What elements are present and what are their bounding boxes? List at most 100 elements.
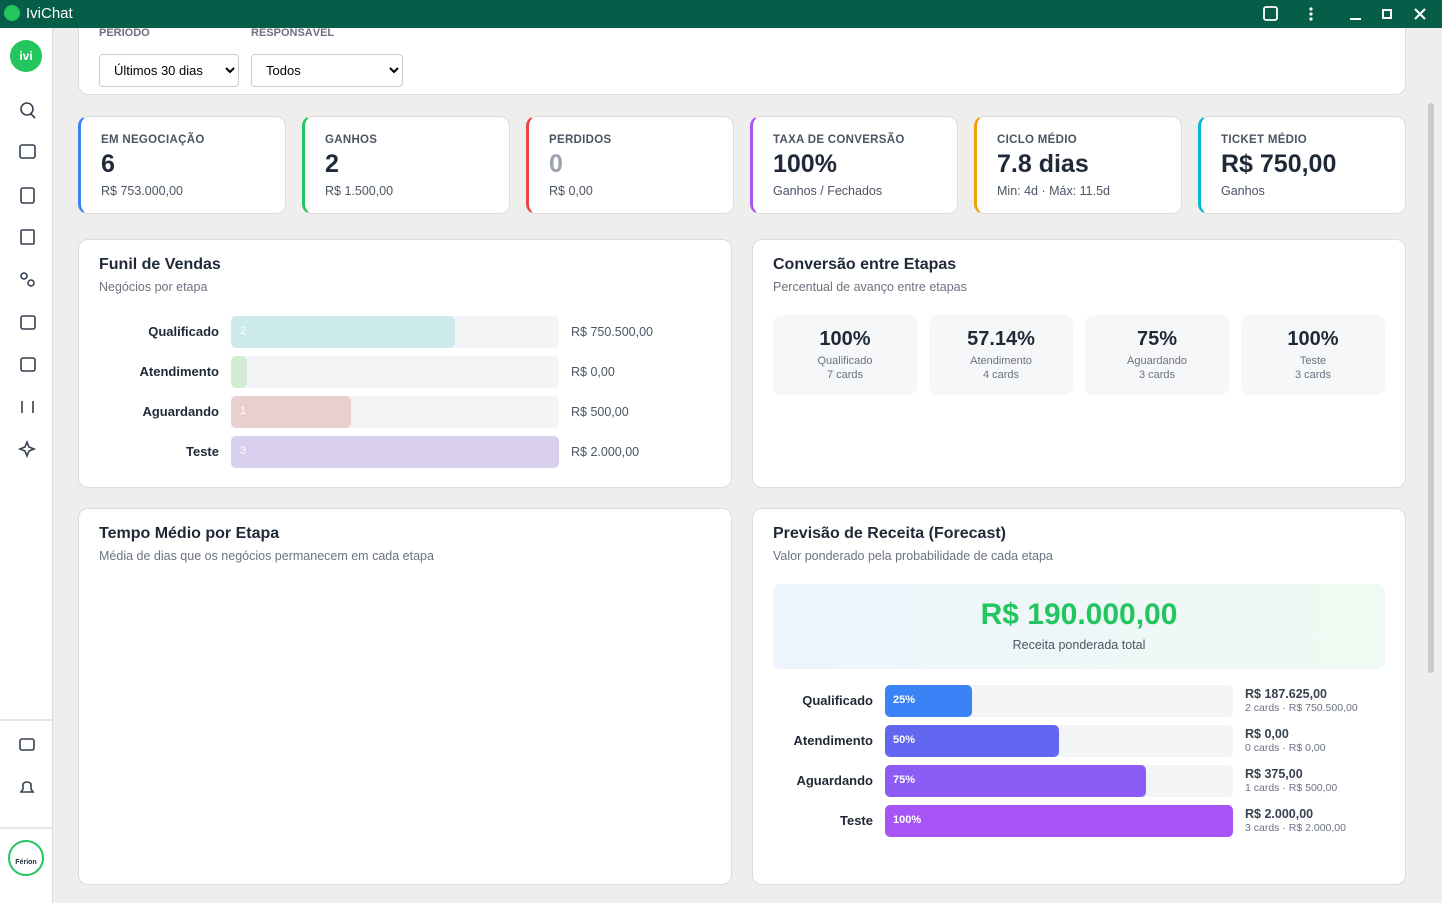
stage-amount: R$ 0,00 (571, 365, 615, 379)
stage-amount: R$ 750.500,00 (571, 325, 654, 339)
bar-label: 2 (240, 325, 247, 337)
conversion-panel: Conversão entre Etapas Percentual de ava… (752, 239, 1406, 488)
kpi-card: PERDIDOS 0 R$ 0,00 (526, 116, 734, 214)
bar-label: 1 (240, 405, 247, 417)
filter-select[interactable]: Todos (251, 54, 403, 87)
conversion-cards: 3 cards (1294, 369, 1332, 381)
panel-title: Previsão de Receita (Forecast) (773, 525, 1006, 542)
bar-label: 100% (893, 814, 922, 826)
bar (885, 685, 972, 717)
panel-title: Tempo Médio por Etapa (99, 525, 280, 542)
title-bar: IviChat (0, 0, 1442, 28)
kpi-label: PERDIDOS (549, 134, 612, 146)
bar (231, 396, 351, 428)
conversion-rate: 57.14% (967, 328, 1035, 350)
filter-label: PERÍODO (99, 28, 150, 39)
nav-icons[interactable] (0, 28, 53, 903)
kpi-value: 2 (325, 150, 339, 178)
kpi-sub: R$ 1.500,00 (325, 184, 394, 198)
scrollbar[interactable] (1428, 103, 1434, 673)
conversion-stage: Atendimento (970, 355, 1032, 367)
conversion-cards: 3 cards (1138, 369, 1176, 381)
bar (231, 436, 559, 468)
bar (885, 805, 1233, 837)
bar (231, 356, 247, 388)
conversion-cards: 4 cards (982, 369, 1020, 381)
kpi-value: 0 (549, 150, 563, 178)
conversion-stage: Aguardando (1127, 355, 1187, 367)
bar (885, 765, 1146, 797)
stage-name: Atendimento (793, 733, 873, 748)
kpi-card: TAXA DE CONVERSÃO 100% Ganhos / Fechados (750, 116, 958, 214)
conversion-rate: 100% (1287, 328, 1339, 350)
window-title: IviChat (26, 5, 73, 22)
kpi-value: 7.8 dias (997, 150, 1089, 178)
kpi-value: 100% (773, 150, 837, 178)
kpi-label: EM NEGOCIAÇÃO (101, 134, 205, 146)
app-icon (4, 5, 20, 21)
bar (885, 725, 1059, 757)
conversion-box: 57.14% Atendimento 4 cards (929, 315, 1073, 395)
bar (231, 316, 455, 348)
stage-amount: R$ 2.000,00 (571, 445, 640, 459)
filter-label: RESPONSÁVEL (251, 28, 335, 39)
filter-select[interactable]: Últimos 30 dias (99, 54, 239, 87)
footer-logo: Férion (15, 859, 37, 866)
stage-detail: 1 cards · R$ 500,00 (1245, 782, 1338, 794)
forecast-total-box: R$ 190.000,00 Receita ponderada total (773, 584, 1385, 669)
stage-detail: 0 cards · R$ 0,00 (1245, 742, 1326, 754)
forecast-total: R$ 190.000,00 (980, 598, 1178, 631)
kpi-value: R$ 750,00 (1221, 150, 1337, 178)
bar-label: 3 (240, 445, 247, 457)
stage-detail: 3 cards · R$ 2.000,00 (1245, 822, 1346, 834)
stage-name: Aguardando (796, 773, 873, 788)
dashboard: PERÍODO Últimos 30 dias RESPONSÁVEL Todos E… (53, 28, 1442, 903)
window-controls[interactable] (1262, 5, 1432, 23)
kpi-value: 6 (101, 150, 115, 178)
stage-name: Atendimento (139, 364, 219, 379)
kpi-label: GANHOS (325, 134, 378, 146)
forecast-panel: Previsão de Receita (Forecast) Valor pon… (752, 508, 1406, 885)
kpi-card: EM NEGOCIAÇÃO 6 R$ 753.000,00 (78, 116, 286, 214)
funnel-panel: Funil de Vendas Negócios por etapa Quali… (78, 239, 732, 488)
stage-detail: 2 cards · R$ 750.500,00 (1245, 702, 1358, 714)
kpi-sub: R$ 753.000,00 (101, 184, 184, 198)
bar-track (231, 356, 559, 388)
filters-card: PERÍODO Últimos 30 dias RESPONSÁVEL Todos (78, 28, 1406, 95)
kpi-sub: R$ 0,00 (549, 184, 593, 198)
conversion-box: 100% Qualificado 7 cards (773, 315, 917, 395)
stage-amount: R$ 2.000,00 (1245, 807, 1314, 821)
stage-amount: R$ 500,00 (571, 405, 629, 419)
panel-title: Conversão entre Etapas (773, 256, 957, 273)
panel-subtitle: Valor ponderado pela probabilidade de ca… (773, 549, 1053, 563)
stage-name: Qualificado (148, 324, 219, 339)
stage-name: Teste (186, 444, 219, 459)
kpi-card: GANHOS 2 R$ 1.500,00 (302, 116, 510, 214)
time-panel: Tempo Médio por Etapa Média de dias que … (78, 508, 732, 885)
stage-amount: R$ 187.625,00 (1245, 687, 1328, 701)
kpi-label: CICLO MÉDIO (997, 134, 1077, 146)
panel-subtitle: Média de dias que os negócios permanecem… (99, 549, 434, 563)
conversion-box: 100% Teste 3 cards (1241, 315, 1385, 395)
bar-label: 75% (893, 774, 916, 786)
stage-amount: R$ 0,00 (1245, 727, 1289, 741)
stage-amount: R$ 375,00 (1245, 767, 1303, 781)
stage-name: Teste (840, 813, 873, 828)
bar-label: 50% (893, 734, 916, 746)
kpi-label: TICKET MÉDIO (1221, 134, 1308, 146)
kpi-sub: Min: 4d · Máx: 11.5d (997, 184, 1111, 198)
conversion-stage: Qualificado (817, 355, 873, 367)
logo[interactable]: ivi (10, 40, 42, 72)
conversion-rate: 100% (819, 328, 871, 350)
sidebar: ivi Férion (0, 28, 53, 903)
panel-subtitle: Negócios por etapa (99, 280, 208, 294)
conversion-rate: 75% (1136, 328, 1178, 350)
kpi-card: TICKET MÉDIO R$ 750,00 Ganhos (1198, 116, 1406, 214)
stage-name: Qualificado (802, 693, 873, 708)
panel-subtitle: Percentual de avanço entre etapas (773, 280, 967, 294)
conversion-box: 75% Aguardando 3 cards (1085, 315, 1229, 395)
kpi-sub: Ganhos / Fechados (773, 184, 883, 198)
conversion-stage: Teste (1299, 355, 1327, 367)
conversion-cards: 7 cards (826, 369, 864, 381)
